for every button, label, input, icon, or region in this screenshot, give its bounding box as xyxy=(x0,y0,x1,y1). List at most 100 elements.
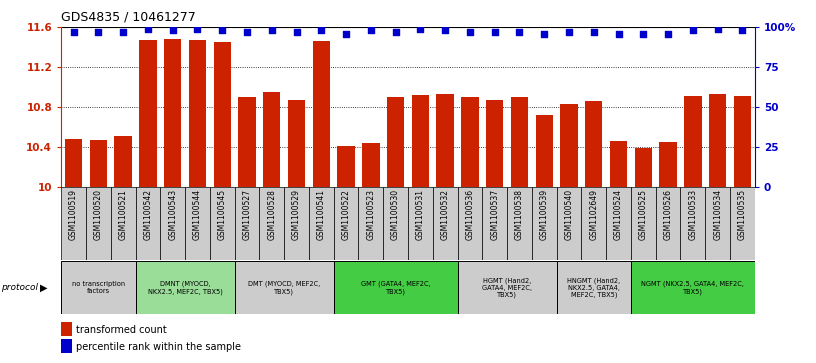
Bar xyxy=(164,39,181,187)
Bar xyxy=(705,187,730,260)
Bar xyxy=(437,94,454,187)
Text: GSM1100519: GSM1100519 xyxy=(69,189,78,240)
Point xyxy=(265,28,278,33)
Bar xyxy=(384,187,408,260)
Point xyxy=(67,29,80,35)
Point xyxy=(636,31,650,37)
Bar xyxy=(90,140,107,187)
Point xyxy=(315,28,328,33)
Bar xyxy=(458,261,557,314)
Bar xyxy=(511,97,528,187)
Text: GSM1100542: GSM1100542 xyxy=(144,189,153,240)
Bar xyxy=(263,92,281,187)
Text: GSM1100536: GSM1100536 xyxy=(465,189,474,240)
Text: GSM1100543: GSM1100543 xyxy=(168,189,177,240)
Text: protocol: protocol xyxy=(1,283,38,292)
Point xyxy=(711,26,724,32)
Text: GSM1100545: GSM1100545 xyxy=(218,189,227,240)
Point xyxy=(389,29,402,35)
Bar xyxy=(532,187,557,260)
Text: GSM1100534: GSM1100534 xyxy=(713,189,722,240)
Point xyxy=(612,31,625,37)
Bar xyxy=(114,136,132,187)
Text: GSM1100530: GSM1100530 xyxy=(391,189,400,240)
Bar xyxy=(61,322,73,336)
Bar xyxy=(557,187,581,260)
Bar xyxy=(709,94,726,187)
Text: GSM1100532: GSM1100532 xyxy=(441,189,450,240)
Bar xyxy=(631,261,755,314)
Text: GSM1100527: GSM1100527 xyxy=(242,189,251,240)
Bar xyxy=(585,101,602,187)
Text: ▶: ▶ xyxy=(40,283,47,293)
Bar xyxy=(185,187,210,260)
Bar xyxy=(408,187,432,260)
Text: HNGMT (Hand2,
NKX2.5, GATA4,
MEF2C, TBX5): HNGMT (Hand2, NKX2.5, GATA4, MEF2C, TBX5… xyxy=(567,277,620,298)
Text: GSM1100533: GSM1100533 xyxy=(689,189,698,240)
Text: GDS4835 / 10461277: GDS4835 / 10461277 xyxy=(61,11,196,24)
Bar xyxy=(730,187,755,260)
Text: GSM1100526: GSM1100526 xyxy=(663,189,672,240)
Text: GSM1100538: GSM1100538 xyxy=(515,189,524,240)
Bar xyxy=(86,187,111,260)
Point xyxy=(588,29,601,35)
Text: GSM1100537: GSM1100537 xyxy=(490,189,499,240)
Text: DMT (MYOCD, MEF2C,
TBX5): DMT (MYOCD, MEF2C, TBX5) xyxy=(248,281,320,295)
Bar xyxy=(238,97,255,187)
Bar xyxy=(135,261,235,314)
Text: GSM1100522: GSM1100522 xyxy=(342,189,351,240)
Bar xyxy=(61,261,135,314)
Bar xyxy=(387,97,404,187)
Bar xyxy=(358,187,384,260)
Point xyxy=(364,28,377,33)
Point xyxy=(166,28,180,33)
Text: GSM1100540: GSM1100540 xyxy=(565,189,574,240)
Text: GSM1100523: GSM1100523 xyxy=(366,189,375,240)
Bar xyxy=(235,261,334,314)
Bar xyxy=(535,115,553,187)
Point xyxy=(117,29,130,35)
Point xyxy=(538,31,551,37)
Text: GSM1100529: GSM1100529 xyxy=(292,189,301,240)
Point xyxy=(686,28,699,33)
Bar xyxy=(461,97,479,187)
Bar xyxy=(334,261,458,314)
Point xyxy=(736,28,749,33)
Text: GSM1100535: GSM1100535 xyxy=(738,189,747,240)
Text: HGMT (Hand2,
GATA4, MEF2C,
TBX5): HGMT (Hand2, GATA4, MEF2C, TBX5) xyxy=(482,277,532,298)
Bar xyxy=(334,187,358,260)
Point xyxy=(290,29,303,35)
Bar xyxy=(235,187,259,260)
Bar xyxy=(188,40,206,187)
Text: GSM1100525: GSM1100525 xyxy=(639,189,648,240)
Point xyxy=(414,26,427,32)
Point xyxy=(215,28,228,33)
Bar xyxy=(111,187,135,260)
Bar xyxy=(362,143,379,187)
Bar xyxy=(659,142,676,187)
Bar xyxy=(135,187,160,260)
Point xyxy=(513,29,526,35)
Bar xyxy=(284,187,309,260)
Bar xyxy=(635,148,652,187)
Text: GSM1100544: GSM1100544 xyxy=(193,189,202,240)
Bar xyxy=(61,187,86,260)
Bar xyxy=(561,104,578,187)
Point xyxy=(562,29,575,35)
Point xyxy=(92,29,105,35)
Bar xyxy=(160,187,185,260)
Point xyxy=(439,28,452,33)
Text: GSM1102649: GSM1102649 xyxy=(589,189,598,240)
Bar xyxy=(140,40,157,187)
Bar xyxy=(337,146,355,187)
Bar xyxy=(557,261,631,314)
Bar xyxy=(610,141,628,187)
Bar xyxy=(507,187,532,260)
Bar xyxy=(582,187,606,260)
Bar xyxy=(656,187,681,260)
Bar xyxy=(259,187,284,260)
Text: GSM1100524: GSM1100524 xyxy=(614,189,623,240)
Bar xyxy=(458,187,482,260)
Bar xyxy=(309,187,334,260)
Bar xyxy=(684,96,702,187)
